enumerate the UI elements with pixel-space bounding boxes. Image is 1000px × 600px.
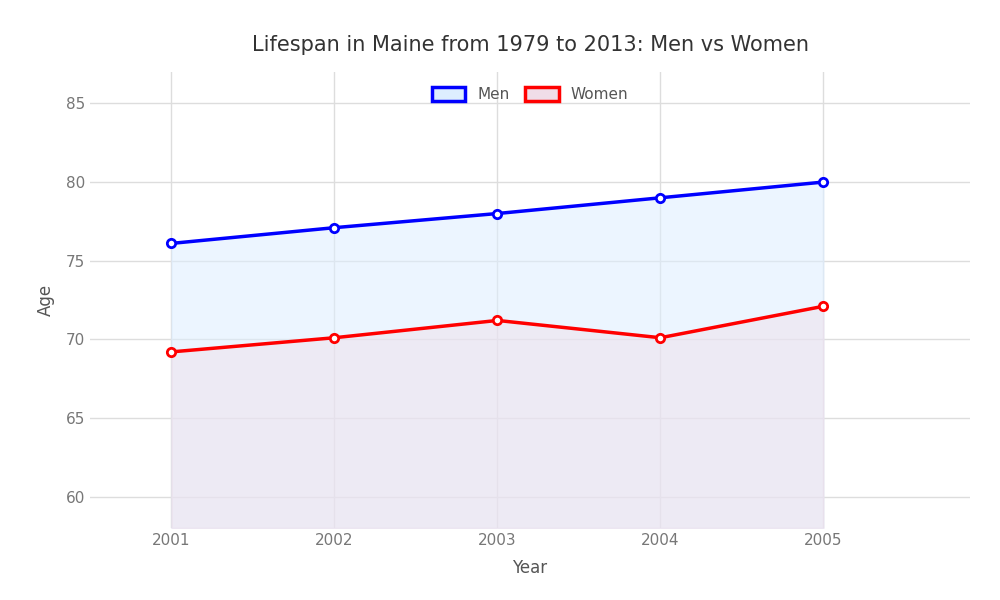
- Legend: Men, Women: Men, Women: [424, 80, 636, 110]
- X-axis label: Year: Year: [512, 559, 548, 577]
- Y-axis label: Age: Age: [37, 284, 55, 316]
- Title: Lifespan in Maine from 1979 to 2013: Men vs Women: Lifespan in Maine from 1979 to 2013: Men…: [252, 35, 808, 55]
